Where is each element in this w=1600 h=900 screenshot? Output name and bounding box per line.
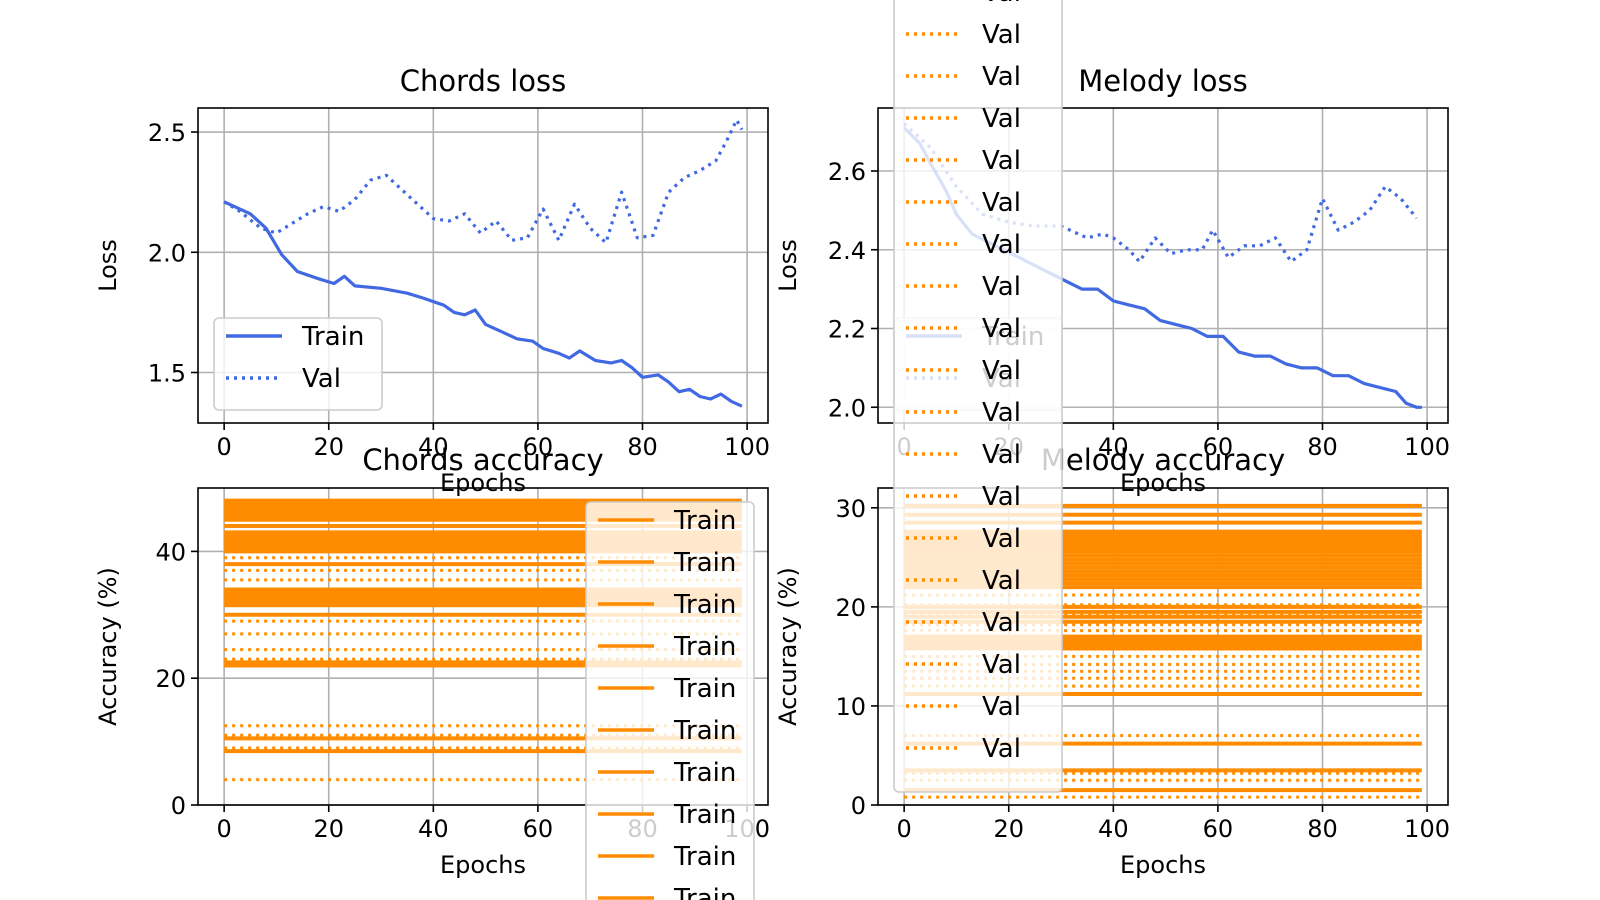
x-tick-label: 80 bbox=[1307, 433, 1338, 461]
x-axis-label: Epochs bbox=[440, 469, 526, 497]
y-tick-label: 2.6 bbox=[828, 158, 866, 186]
chart-title: Melody loss bbox=[1078, 64, 1247, 98]
x-tick-label: 20 bbox=[313, 433, 344, 461]
x-tick-label: 40 bbox=[1098, 815, 1129, 843]
axes-frame bbox=[877, 107, 1449, 424]
y-tick-label: 2.0 bbox=[828, 394, 866, 422]
chords_accuracy-legend: Train Train Train Train Train Train Train Train… bbox=[585, 501, 755, 900]
y-axis-label: Loss bbox=[94, 239, 122, 292]
x-tick-label: 60 bbox=[1203, 433, 1234, 461]
chords_loss-series-group bbox=[223, 118, 744, 408]
legend-label: Val bbox=[982, 482, 1021, 512]
melody_loss-chart: 0204060801002.02.22.42.6EpochsLossMelody… bbox=[774, 64, 1450, 497]
legend-label: Val bbox=[982, 608, 1021, 638]
legend-label: Train bbox=[673, 590, 736, 620]
x-tick-label: 40 bbox=[418, 815, 449, 843]
legend-label: Val bbox=[302, 364, 341, 394]
legend-label: Val bbox=[982, 398, 1021, 428]
y-axis-label: Accuracy (%) bbox=[774, 567, 802, 726]
y-tick-label: 2.4 bbox=[828, 237, 866, 265]
legend-label: Val bbox=[982, 314, 1021, 344]
y-tick-label: 0 bbox=[851, 792, 866, 820]
chords_accuracy-chart: 02040608010002040EpochsAccuracy (%)Chord… bbox=[94, 443, 770, 879]
x-tick-label: 100 bbox=[1404, 815, 1450, 843]
melody_accuracy-legend: Val Val Val Val Val Val Val Val Val Val Val Val Val V… bbox=[893, 0, 1063, 793]
x-tick-label: 80 bbox=[627, 433, 658, 461]
legend-label: Val bbox=[982, 524, 1021, 554]
y-tick-label: 20 bbox=[155, 665, 186, 693]
x-tick-label: 100 bbox=[1404, 433, 1450, 461]
legend-label: Val bbox=[982, 0, 1021, 8]
x-tick-label: 60 bbox=[1203, 815, 1234, 843]
legend-label: Val bbox=[982, 440, 1021, 470]
melody_accuracy-chart: 0 20 40 60 80 100 0 10 20 30 Epochs Accuracy (%) Mel… bbox=[774, 443, 1450, 879]
legend-label: Val bbox=[982, 146, 1021, 176]
x-axis-label: Epochs bbox=[1120, 469, 1206, 497]
legend-label: Train bbox=[673, 674, 736, 704]
y-axis-label: Loss bbox=[774, 239, 802, 292]
legend-label: Train bbox=[673, 548, 736, 578]
x-tick-label: 0 bbox=[897, 815, 912, 843]
y-tick-label: 0 bbox=[171, 792, 186, 820]
legend-label: Val bbox=[982, 20, 1021, 50]
chords_loss-legend: Train Val bbox=[213, 317, 383, 411]
legend-label: Val bbox=[982, 650, 1021, 680]
y-axis-label: Accuracy (%) bbox=[94, 567, 122, 726]
legend-label: Train bbox=[673, 884, 736, 900]
legend-label: Val bbox=[982, 230, 1021, 260]
chart-title: Chords loss bbox=[400, 64, 567, 98]
legend-label: Val bbox=[982, 188, 1021, 218]
y-tick-label: 30 bbox=[835, 495, 866, 523]
legend-label: Val bbox=[982, 692, 1021, 722]
y-tick-label: 2.2 bbox=[828, 316, 866, 344]
x-tick-label: 60 bbox=[523, 815, 554, 843]
legend-label: Val bbox=[982, 566, 1021, 596]
legend-label: Val bbox=[982, 272, 1021, 302]
legend-box bbox=[585, 501, 755, 900]
y-tick-label: 2.0 bbox=[148, 239, 186, 267]
y-tick-label: 20 bbox=[835, 594, 866, 622]
legend-label: Train bbox=[673, 842, 736, 872]
chart-title: Chords accuracy bbox=[362, 443, 603, 477]
legend-box bbox=[213, 317, 383, 411]
legend-label: Train bbox=[673, 506, 736, 536]
x-tick-label: 0 bbox=[217, 815, 232, 843]
chart-title: Melody accuracy bbox=[1041, 443, 1285, 477]
legend-label: Train bbox=[673, 716, 736, 746]
axes-frame bbox=[877, 487, 1449, 806]
axes-frame bbox=[197, 487, 769, 806]
x-tick-label: 0 bbox=[217, 433, 232, 461]
y-tick-label: 40 bbox=[155, 538, 186, 566]
x-axis-label: Epochs bbox=[1120, 851, 1206, 879]
x-tick-label: 60 bbox=[523, 433, 554, 461]
x-tick-label: 80 bbox=[1307, 815, 1338, 843]
x-tick-label: 40 bbox=[418, 433, 449, 461]
legend-label: Train bbox=[673, 758, 736, 788]
series-val-line bbox=[223, 118, 744, 245]
y-tick-label: 2.5 bbox=[148, 119, 186, 147]
x-tick-label: 100 bbox=[724, 433, 770, 461]
y-tick-label: 1.5 bbox=[148, 360, 186, 388]
x-axis-label: Epochs bbox=[440, 851, 526, 879]
legend-label: Train bbox=[673, 800, 736, 830]
legend-label: Val bbox=[982, 356, 1021, 386]
legend-label: Val bbox=[982, 62, 1021, 92]
legend-box bbox=[893, 0, 1063, 793]
x-tick-label: 20 bbox=[993, 815, 1024, 843]
legend-label: Train bbox=[301, 322, 364, 352]
legend-label: Val bbox=[982, 104, 1021, 134]
chords_loss-chart: 0 20 40 60 80 100 1.5 2.0 2.5 Epochs Loss Chords lo… bbox=[94, 64, 770, 497]
x-tick-label: 40 bbox=[1098, 433, 1129, 461]
axes-frame bbox=[197, 107, 769, 424]
series-train-line bbox=[223, 200, 743, 408]
y-tick-label: 10 bbox=[835, 693, 866, 721]
legend-label: Train bbox=[673, 632, 736, 662]
x-tick-label: 20 bbox=[313, 815, 344, 843]
legend-label: Val bbox=[982, 734, 1021, 764]
